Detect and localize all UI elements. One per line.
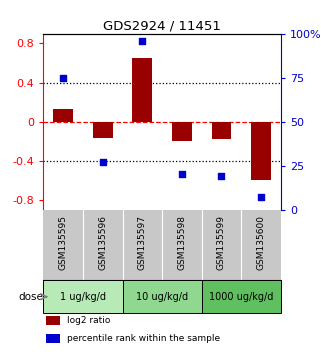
Text: 1 ug/kg/d: 1 ug/kg/d: [60, 292, 106, 302]
Bar: [251, 122, 271, 180]
Title: GDS2924 / 11451: GDS2924 / 11451: [103, 19, 221, 33]
Bar: [46, 334, 60, 343]
Text: log2 ratio: log2 ratio: [67, 316, 110, 325]
Bar: [46, 316, 60, 325]
Text: GSM135597: GSM135597: [138, 215, 147, 270]
Point: [258, 194, 264, 200]
Bar: [132, 58, 152, 122]
Bar: [43, 280, 123, 313]
Bar: [123, 280, 202, 313]
Point: [140, 38, 145, 44]
Bar: [212, 122, 231, 139]
Text: 1000 ug/kg/d: 1000 ug/kg/d: [209, 292, 273, 302]
Text: 10 ug/kg/d: 10 ug/kg/d: [136, 292, 188, 302]
Text: dose: dose: [19, 292, 43, 302]
Bar: [93, 122, 113, 138]
Text: percentile rank within the sample: percentile rank within the sample: [67, 334, 220, 343]
Bar: [202, 280, 281, 313]
Point: [219, 173, 224, 179]
Point: [100, 159, 105, 165]
Bar: [53, 109, 73, 122]
Text: GSM135600: GSM135600: [256, 215, 265, 270]
Bar: [172, 122, 192, 141]
Text: GSM135599: GSM135599: [217, 215, 226, 270]
Text: GSM135598: GSM135598: [178, 215, 187, 270]
Point: [179, 172, 185, 177]
Text: GSM135596: GSM135596: [98, 215, 107, 270]
Point: [61, 75, 66, 80]
Text: GSM135595: GSM135595: [59, 215, 68, 270]
